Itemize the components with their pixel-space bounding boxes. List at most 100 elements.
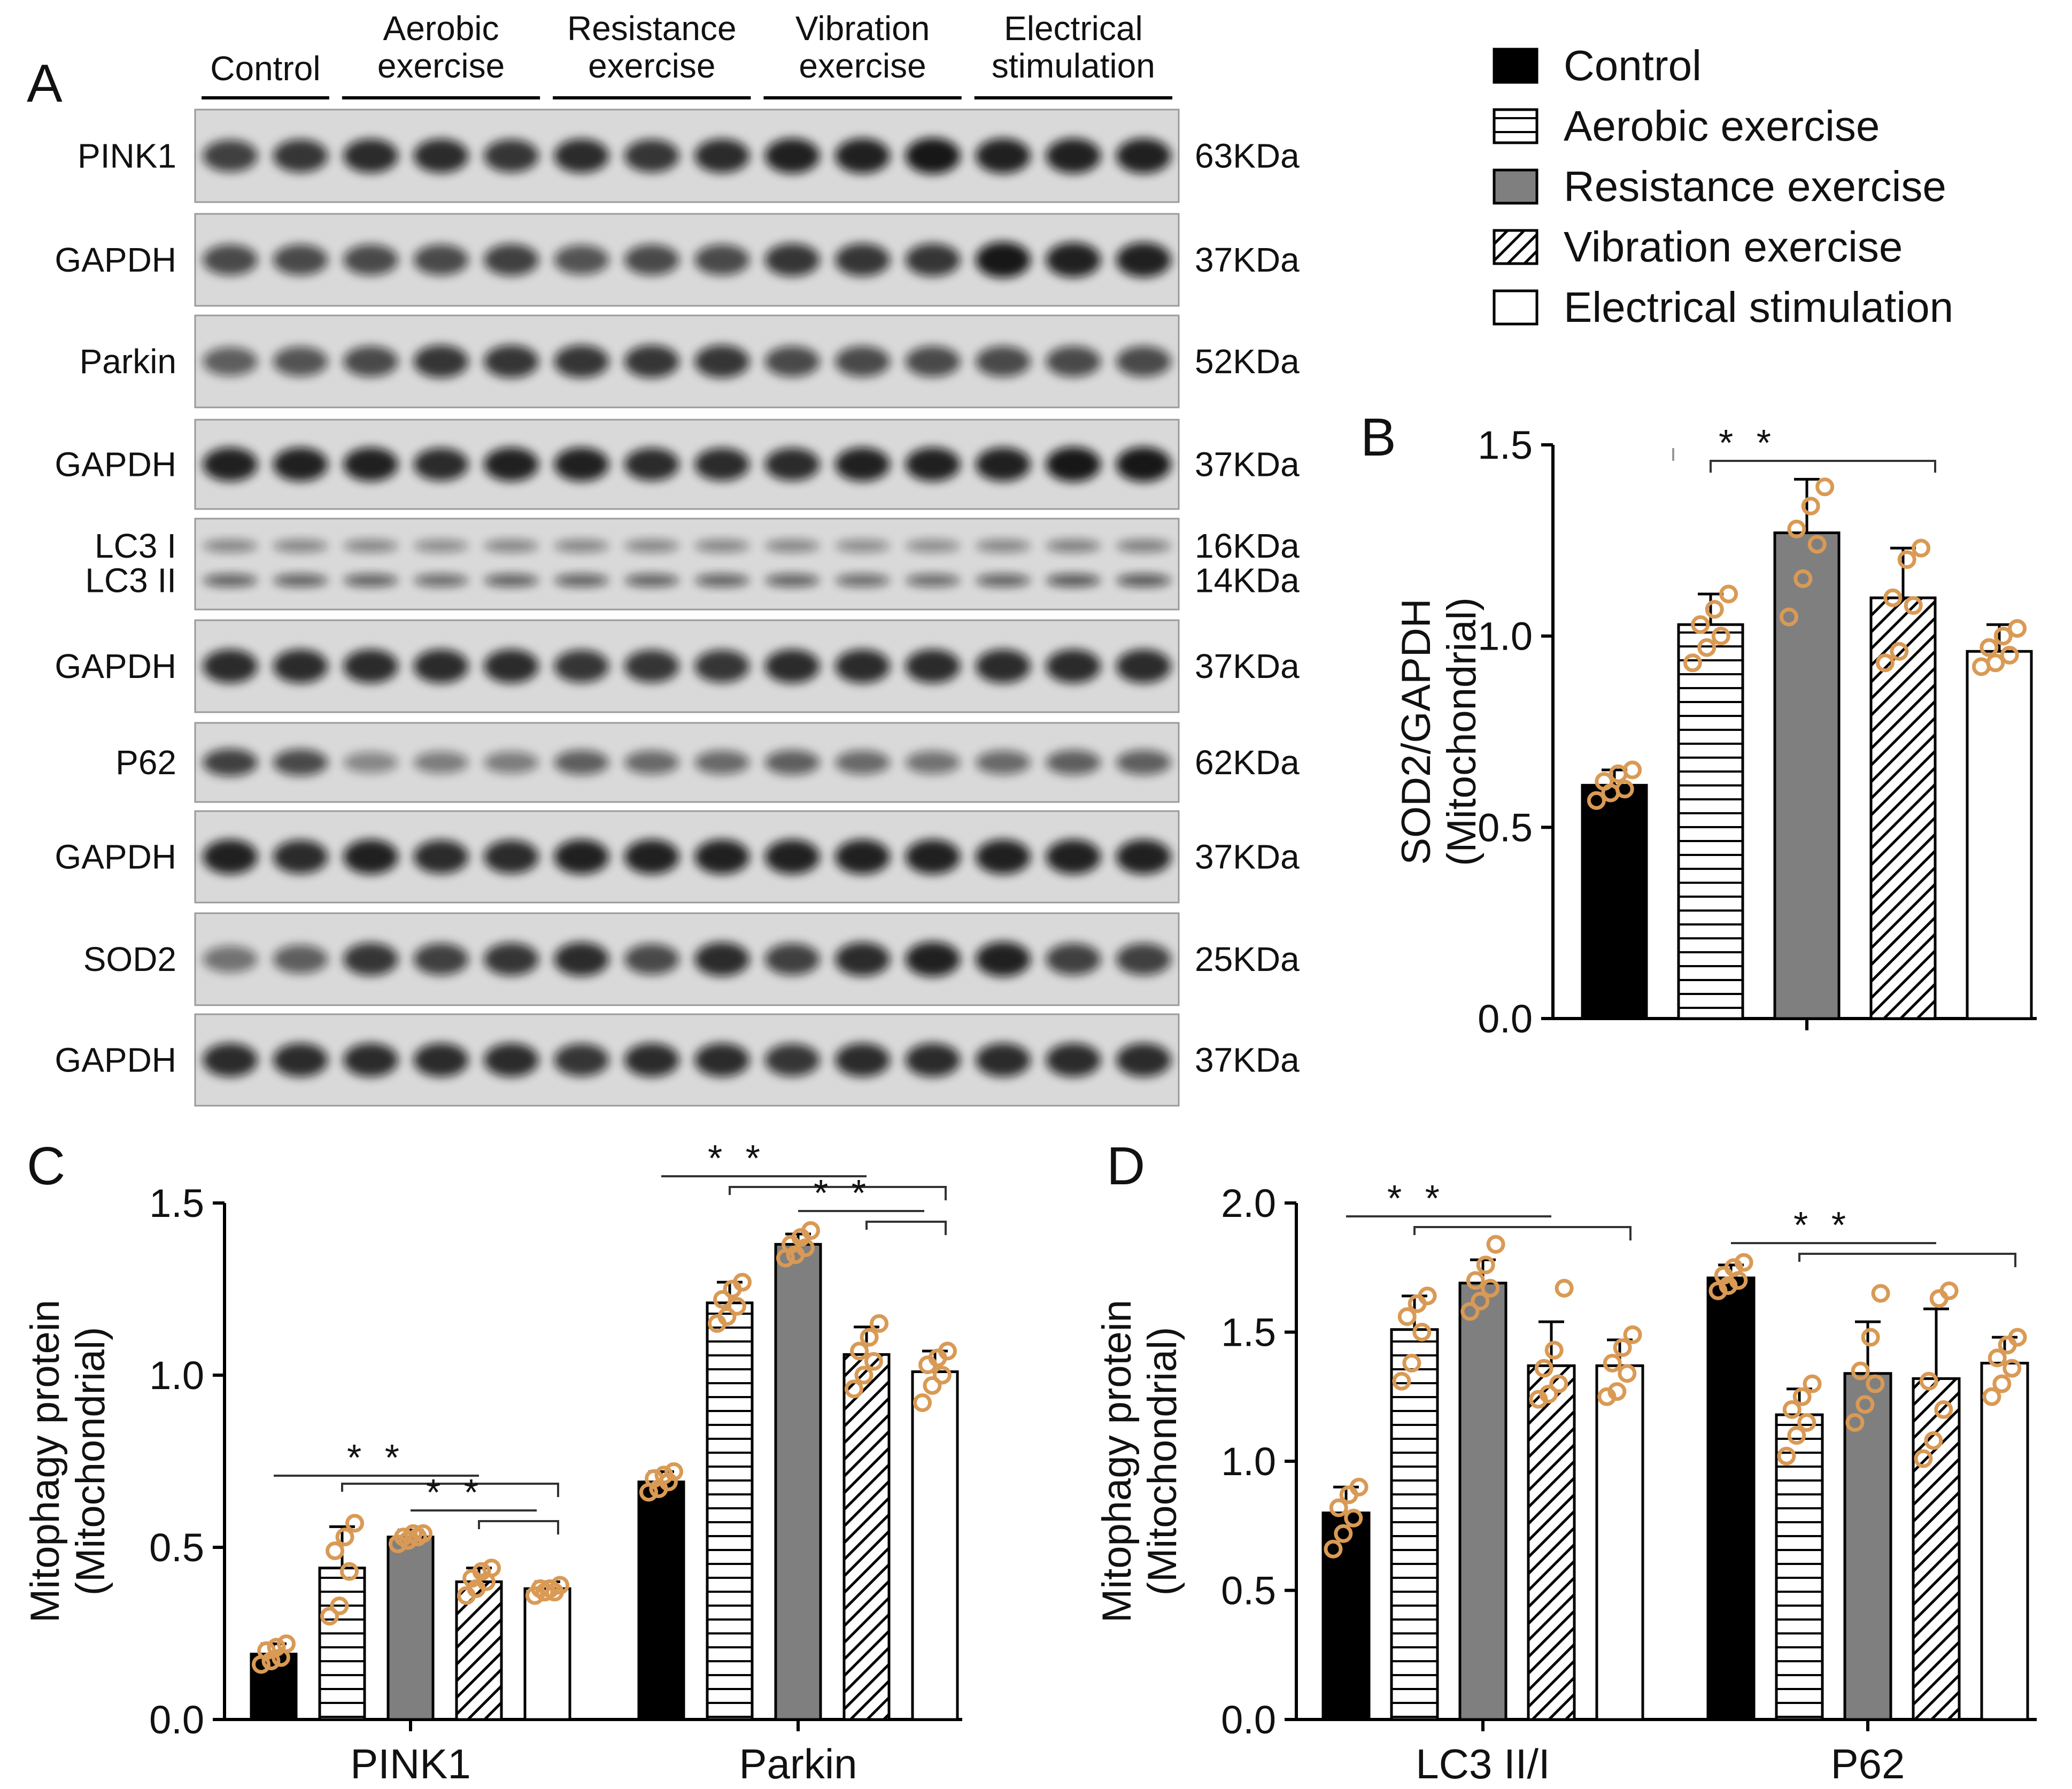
blot-band-7-11 bbox=[976, 839, 1031, 874]
blot-size-label-0: 63KDa bbox=[1195, 137, 1300, 175]
point-1-4-5 bbox=[938, 1341, 957, 1361]
blot-band-4-0-1 bbox=[203, 574, 258, 587]
blot-band-4-6-1 bbox=[624, 574, 679, 587]
point-1-1-0 bbox=[1777, 1446, 1796, 1466]
blot-band-8-2 bbox=[343, 943, 398, 976]
blot-band-0-7 bbox=[694, 138, 749, 173]
blot-band-4-7-0 bbox=[694, 539, 749, 552]
blot-band-2-6 bbox=[624, 345, 679, 378]
point-1-0-5 bbox=[664, 1462, 684, 1481]
blot-band-8-4 bbox=[484, 943, 539, 976]
legend-swatch-vibration-exercise bbox=[1493, 229, 1538, 265]
blot-band-8-10 bbox=[905, 942, 961, 977]
sig-bracket-d1b bbox=[1413, 1226, 1632, 1240]
blot-band-7-3 bbox=[413, 840, 469, 874]
point-0-4-3 bbox=[531, 1579, 550, 1598]
blot-protein-label-1: GAPDH bbox=[55, 241, 176, 279]
blot-band-0-13 bbox=[1116, 138, 1171, 174]
blot-protein-label-3: GAPDH bbox=[55, 445, 176, 484]
bar-group-control bbox=[1581, 784, 1648, 1020]
point-0-0-2 bbox=[1344, 1508, 1363, 1528]
point-1-2-3 bbox=[1851, 1361, 1870, 1381]
blot-band-4-9-0 bbox=[835, 539, 890, 552]
blot-row-0 bbox=[194, 109, 1180, 203]
blot-band-5-1 bbox=[273, 649, 328, 683]
blot-band-6-10 bbox=[905, 751, 961, 774]
blot-size-label-5: 37KDa bbox=[1195, 647, 1300, 685]
blot-band-0-6 bbox=[624, 139, 679, 173]
blot-band-9-8 bbox=[764, 1044, 820, 1076]
point-0-2-1 bbox=[1793, 569, 1813, 588]
panel-letter-b: B bbox=[1360, 407, 1396, 467]
point-0-3-2 bbox=[1549, 1374, 1568, 1393]
point-1-3-0 bbox=[844, 1379, 863, 1399]
point-0-2-4 bbox=[1801, 496, 1820, 515]
point-0-0-3 bbox=[1595, 772, 1614, 791]
blot-row-8 bbox=[194, 912, 1180, 1006]
bar-pink1-electrical-stimulation bbox=[523, 1587, 571, 1721]
blot-band-9-9 bbox=[835, 1043, 890, 1077]
blot-band-3-4 bbox=[484, 447, 539, 482]
blot-band-3-6 bbox=[624, 448, 679, 481]
point-1-1-2 bbox=[727, 1297, 746, 1316]
blot-band-1-11 bbox=[976, 242, 1031, 278]
y-tick-label-1: 0.5 bbox=[1478, 805, 1533, 850]
sig-bracket-c3b bbox=[729, 1186, 947, 1200]
blot-band-1-2 bbox=[343, 244, 398, 275]
blot-band-2-1 bbox=[273, 346, 328, 376]
y-tick-label-2: 1.0 bbox=[1221, 1439, 1276, 1484]
point-0-1-1 bbox=[1697, 638, 1717, 657]
y-axis-label-1: (Mitochondrial) bbox=[1140, 1327, 1185, 1596]
blot-band-7-2 bbox=[343, 839, 398, 874]
point-0-2-4 bbox=[404, 1524, 423, 1543]
point-0-1-3 bbox=[1397, 1307, 1417, 1327]
x-tick-label-parkin: Parkin bbox=[739, 1740, 857, 1787]
blot-band-9-0 bbox=[203, 1043, 258, 1077]
blot-group-label-0-0: Control bbox=[210, 49, 320, 88]
bar-lc3-ii-i-vibration-exercise bbox=[1527, 1364, 1576, 1721]
point-0-0-5 bbox=[277, 1634, 296, 1653]
point-0-0-2 bbox=[1615, 780, 1634, 799]
blot-band-6-9 bbox=[835, 750, 890, 775]
point-0-3-4 bbox=[1897, 550, 1916, 569]
x-tick-label-p62: P62 bbox=[1831, 1740, 1905, 1787]
point-1-3-1 bbox=[1924, 1431, 1943, 1450]
y-tick-label-1: 0.5 bbox=[1221, 1569, 1276, 1613]
point-0-2-2 bbox=[1807, 535, 1827, 554]
point-0-3-4 bbox=[1544, 1340, 1564, 1360]
legend-swatch-aerobic-exercise bbox=[1493, 108, 1538, 144]
blot-band-4-0-0 bbox=[203, 539, 258, 552]
blot-band-8-13 bbox=[1116, 943, 1171, 975]
blot-band-3-2 bbox=[343, 447, 398, 482]
blot-band-0-5 bbox=[554, 138, 609, 173]
point-0-0-3 bbox=[257, 1641, 276, 1660]
blot-size-label-7: 37KDa bbox=[1195, 838, 1300, 876]
point-1-0-4 bbox=[654, 1466, 674, 1485]
blot-band-4-1-1 bbox=[273, 574, 328, 587]
blot-band-6-3 bbox=[413, 751, 469, 774]
point-1-1-3 bbox=[1782, 1400, 1802, 1419]
y-tick-label-2: 1.0 bbox=[1478, 614, 1533, 659]
blot-band-4-6-0 bbox=[624, 539, 679, 552]
point-1-3-1 bbox=[854, 1366, 873, 1385]
legend-label-aerobic-exercise: Aerobic exercise bbox=[1564, 102, 1880, 150]
blot-band-6-4 bbox=[484, 751, 539, 774]
blot-band-8-1 bbox=[273, 945, 328, 974]
sig-bracket-c3-label: * * bbox=[708, 1137, 767, 1179]
blot-protein-label-7: GAPDH bbox=[55, 838, 176, 876]
blot-band-2-3 bbox=[413, 345, 469, 378]
blot-group-label-3-1: exercise bbox=[799, 47, 926, 85]
chart-lc3-p62: 0.0 0.5 1.0 1.5 2.0 Mitophagy protein (Mitocho… bbox=[1094, 1177, 2037, 1787]
blot-band-5-13 bbox=[1116, 649, 1171, 683]
blot-band-2-5 bbox=[554, 345, 609, 378]
blot-band-8-0 bbox=[203, 946, 258, 973]
sig-bracket-d2b bbox=[1798, 1253, 2016, 1267]
point-0-4-4 bbox=[1613, 1338, 1632, 1357]
blot-band-5-11 bbox=[976, 649, 1031, 683]
blot-band-8-11 bbox=[976, 942, 1031, 977]
blot-band-3-12 bbox=[1046, 447, 1101, 482]
point-0-2-1 bbox=[1471, 1292, 1490, 1311]
point-1-4-5 bbox=[2008, 1328, 2027, 1347]
blot-band-4-2-0 bbox=[343, 539, 398, 552]
